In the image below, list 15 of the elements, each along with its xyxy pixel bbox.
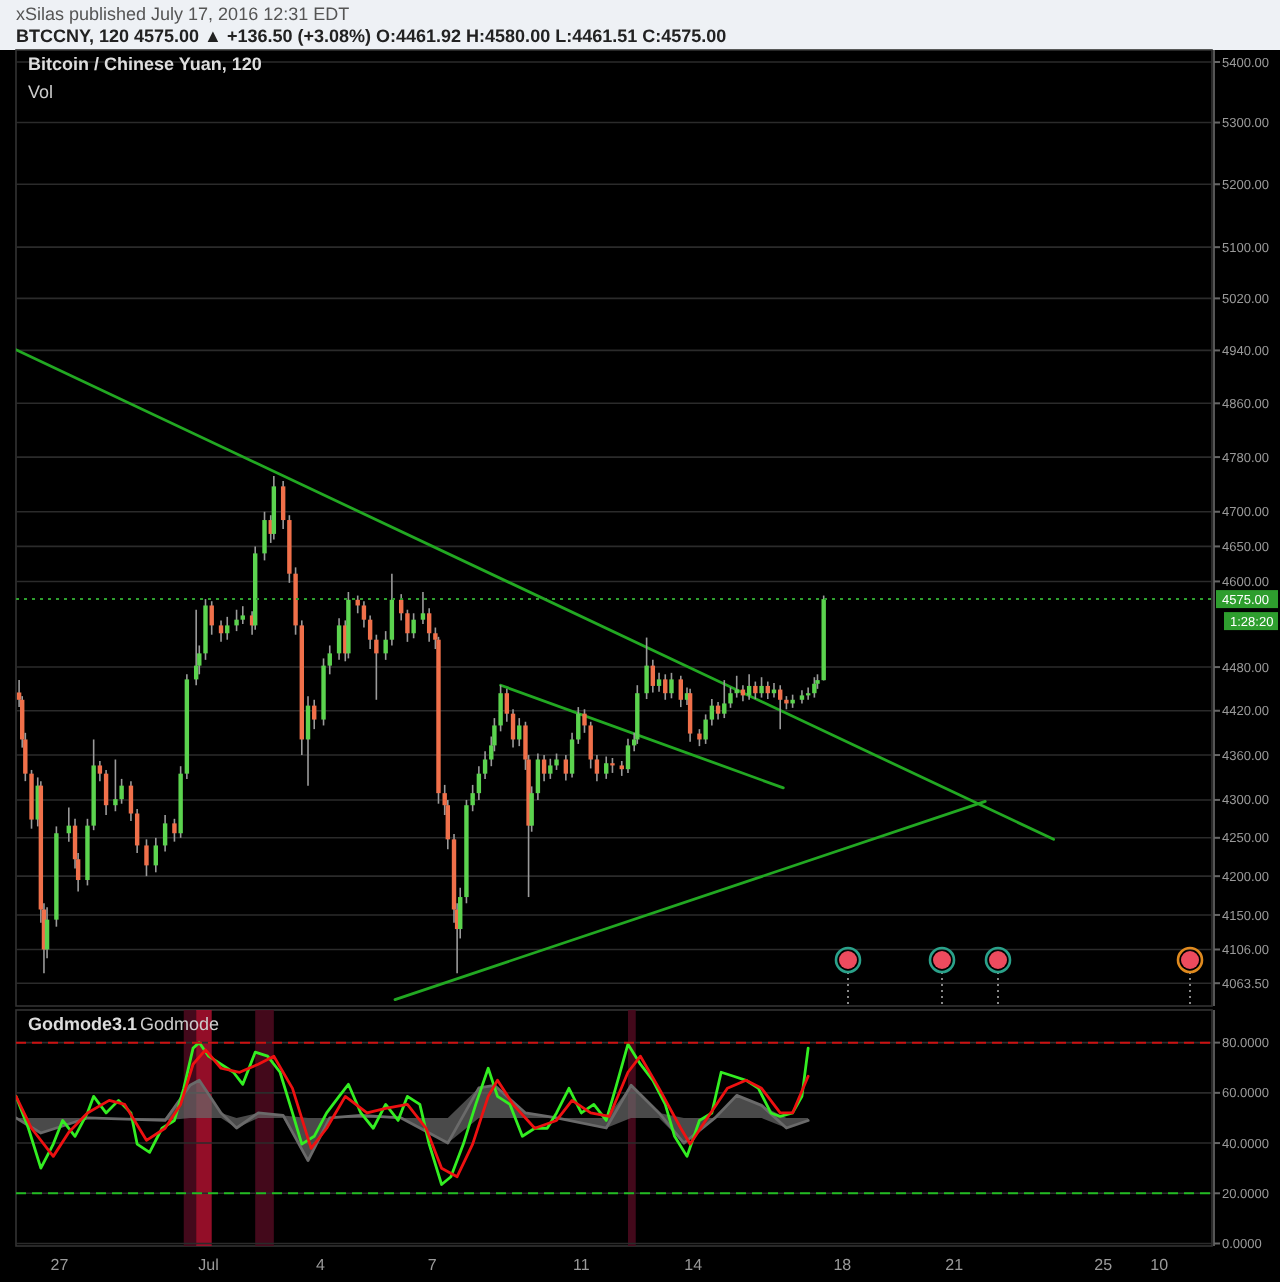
x-tick-label: 7 <box>427 1256 438 1274</box>
x-tick-label: 11 <box>573 1256 591 1274</box>
chart-title: Bitcoin / Chinese Yuan, 120 <box>28 54 262 74</box>
x-tick-label: 27 <box>50 1256 70 1274</box>
annotation: Vol <box>28 82 54 102</box>
text: xSilas published July 17, 2016 12:31 EDT <box>16 4 351 24</box>
x-tick-label: 14 <box>684 1256 704 1274</box>
chart-title: Godmode3.1 <box>28 1014 138 1034</box>
text: BTCCNY, 120 4575.00 ▲ +136.50 (+3.08%) O:4461.92 H:4580.00 L:4461.51 C:4575.00 <box>16 26 727 46</box>
x-tick-label: 21 <box>945 1256 965 1274</box>
x-tick-label: Jul <box>198 1256 220 1274</box>
x-tick-label: 10 <box>1150 1256 1170 1274</box>
x-tick-label: 25 <box>1094 1256 1114 1274</box>
x-tick-label: 18 <box>833 1256 853 1274</box>
x-tick-label: 4 <box>315 1256 326 1274</box>
